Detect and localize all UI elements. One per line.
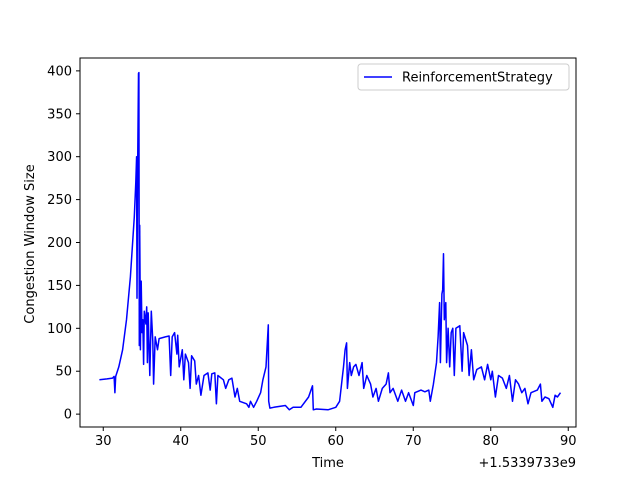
x-tick-label: 60 xyxy=(327,434,344,449)
legend: ReinforcementStrategy xyxy=(357,63,570,91)
y-tick-label: 100 xyxy=(47,322,72,337)
y-tick-label: 400 xyxy=(47,64,72,79)
x-axis-label: Time xyxy=(311,456,344,471)
x-tick-label: 80 xyxy=(482,434,499,449)
y-tick-label: 150 xyxy=(47,279,72,294)
legend-label: ReinforcementStrategy xyxy=(402,71,553,86)
y-tick-label: 300 xyxy=(47,150,72,165)
x-axis-offset-label: +1.5339733e9 xyxy=(479,456,576,471)
x-tick-label: 90 xyxy=(560,434,577,449)
legend-box xyxy=(357,63,570,91)
y-tick-label: 200 xyxy=(47,236,72,251)
x-tick-label: 50 xyxy=(250,434,267,449)
y-tick-label: 0 xyxy=(64,408,72,423)
x-tick-label: 40 xyxy=(172,434,189,449)
y-tick-label: 350 xyxy=(47,107,72,122)
x-tick-label: 70 xyxy=(405,434,422,449)
y-axis-label: Congestion Window Size xyxy=(23,164,38,323)
y-tick-label: 250 xyxy=(47,193,72,208)
y-tick-label: 50 xyxy=(55,365,72,380)
x-tick-label: 30 xyxy=(95,434,112,449)
series-line-0 xyxy=(99,71,562,411)
